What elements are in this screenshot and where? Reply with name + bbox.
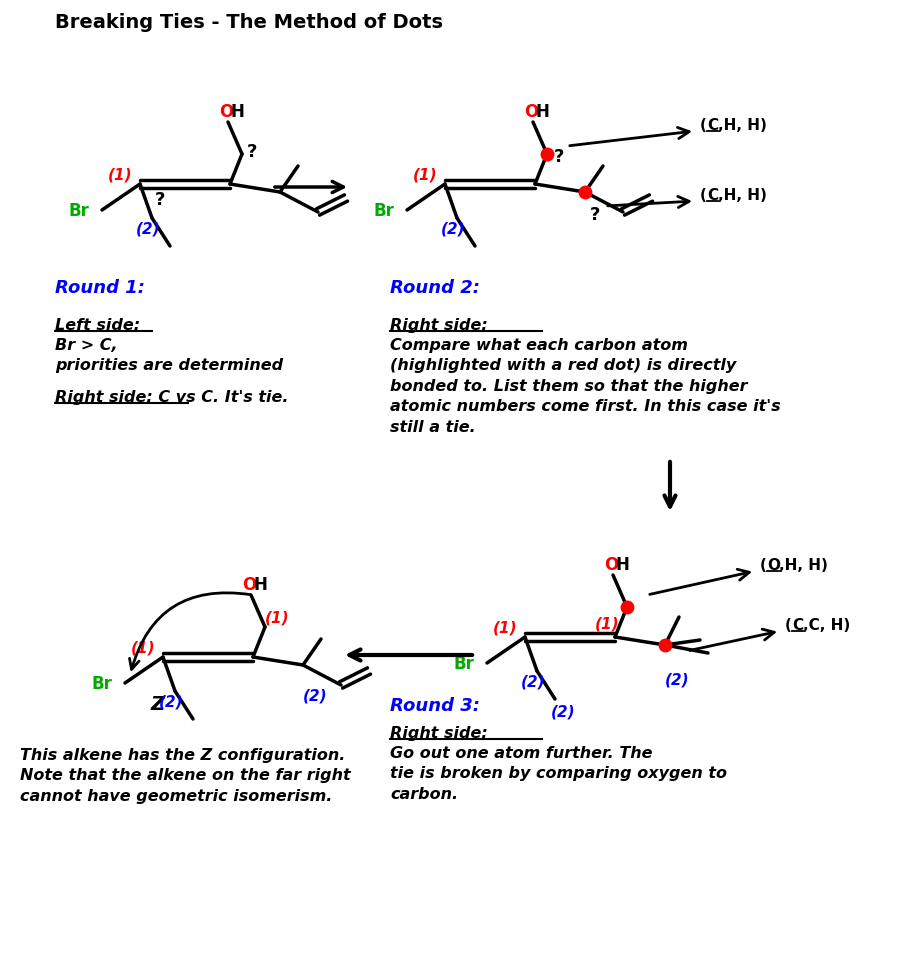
Text: Right side:: Right side: xyxy=(389,726,488,740)
Text: ?: ? xyxy=(554,148,563,166)
Text: (: ( xyxy=(699,118,706,134)
Text: (2): (2) xyxy=(520,674,545,689)
Text: H: H xyxy=(535,103,548,121)
Text: priorities are determined: priorities are determined xyxy=(55,357,283,373)
Text: ?: ? xyxy=(589,206,600,224)
Text: Br: Br xyxy=(68,202,88,220)
Text: Round 1:: Round 1: xyxy=(55,279,144,297)
Text: C: C xyxy=(791,618,802,633)
Text: ?: ? xyxy=(154,191,165,209)
Text: ,H, H): ,H, H) xyxy=(717,188,766,204)
Text: Left side:: Left side: xyxy=(55,318,140,333)
Text: ?: ? xyxy=(247,143,256,160)
Text: C: C xyxy=(706,188,717,204)
Text: O: O xyxy=(766,558,779,573)
Text: (1): (1) xyxy=(131,640,155,654)
Text: C: C xyxy=(706,118,717,134)
Text: Z: Z xyxy=(151,694,165,713)
Text: (: ( xyxy=(699,188,706,204)
Text: O: O xyxy=(219,103,233,121)
Text: Compare what each carbon atom
(highlighted with a red dot) is directly
bonded to: Compare what each carbon atom (highlight… xyxy=(389,337,780,434)
Text: Right side:: Right side: xyxy=(389,318,488,333)
Text: Round 3:: Round 3: xyxy=(389,697,479,714)
Text: Br > C,: Br > C, xyxy=(55,337,117,353)
Text: Br: Br xyxy=(373,202,394,220)
Text: (2): (2) xyxy=(440,221,465,236)
Text: Breaking Ties - The Method of Dots: Breaking Ties - The Method of Dots xyxy=(55,12,442,32)
Text: Round 2:: Round 2: xyxy=(389,279,479,297)
Text: H: H xyxy=(614,555,628,574)
Text: ,H, H): ,H, H) xyxy=(717,118,766,134)
Text: (2): (2) xyxy=(550,703,574,719)
Text: Right side: C vs C. It's tie.: Right side: C vs C. It's tie. xyxy=(55,389,288,405)
Text: (: ( xyxy=(784,618,791,633)
Text: H: H xyxy=(229,103,244,121)
Text: (1): (1) xyxy=(594,616,619,630)
Text: (2): (2) xyxy=(303,688,327,702)
Text: Br: Br xyxy=(452,654,473,673)
Text: (: ( xyxy=(759,558,766,573)
Text: (1): (1) xyxy=(492,620,517,635)
Text: (2): (2) xyxy=(664,672,689,687)
Text: (1): (1) xyxy=(265,610,289,625)
Text: Br: Br xyxy=(91,675,112,692)
Text: H: H xyxy=(253,576,266,593)
Text: O: O xyxy=(242,576,256,593)
Text: ,H, H): ,H, H) xyxy=(778,558,827,573)
Text: O: O xyxy=(524,103,537,121)
Text: (2): (2) xyxy=(159,694,183,709)
Text: O: O xyxy=(603,555,618,574)
Text: (1): (1) xyxy=(413,167,437,183)
Text: ,C, H): ,C, H) xyxy=(802,618,850,633)
Text: (2): (2) xyxy=(135,221,160,236)
Text: Go out one atom further. The
tie is broken by comparing oxygen to
carbon.: Go out one atom further. The tie is brok… xyxy=(389,745,726,801)
Text: (1): (1) xyxy=(107,167,132,183)
Text: This alkene has the Z configuration.
Note that the alkene on the far right
canno: This alkene has the Z configuration. Not… xyxy=(20,748,350,803)
